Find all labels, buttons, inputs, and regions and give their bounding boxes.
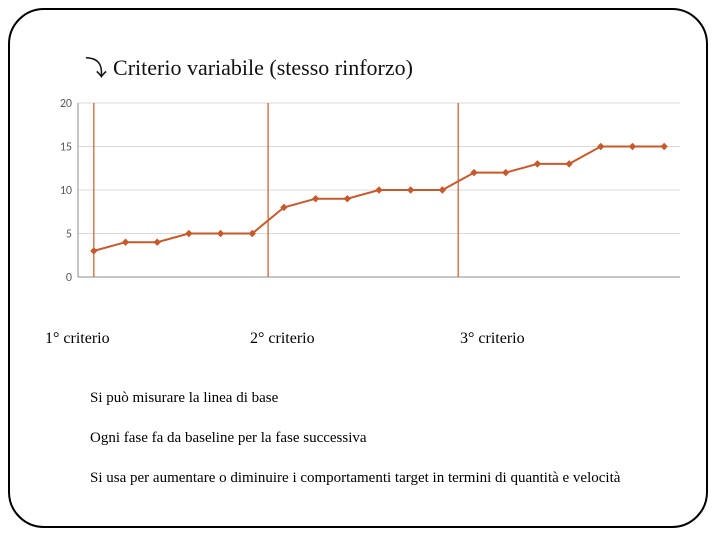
svg-text:5: 5 [66, 228, 72, 242]
svg-text:20: 20 [60, 97, 72, 111]
chart-svg: 0 5 10 15 20 [50, 95, 690, 295]
svg-text:10: 10 [60, 184, 72, 198]
slide-title: ⤵Criterio variabile (stesso rinforzo) [85, 50, 413, 82]
body-line-2: Ogni fase fa da baseline per la fase suc… [90, 430, 367, 447]
body-line-1: Si può misurare la linea di base [90, 390, 278, 407]
criterion-2-label: 2° criterio [250, 330, 315, 348]
title-text: Criterio variabile (stesso rinforzo) [113, 55, 413, 80]
bullet-icon: ⤵ [85, 51, 107, 83]
svg-text:15: 15 [60, 141, 72, 155]
body-line-3: Si usa per aumentare o diminuire i compo… [90, 470, 620, 487]
criterion-1-label: 1° criterio [45, 330, 110, 348]
criterion-3-label: 3° criterio [460, 330, 525, 348]
line-chart: 0 5 10 15 20 [50, 95, 690, 295]
slide-frame: ⤵Criterio variabile (stesso rinforzo) 0 5… [8, 8, 708, 528]
svg-text:0: 0 [66, 271, 72, 285]
